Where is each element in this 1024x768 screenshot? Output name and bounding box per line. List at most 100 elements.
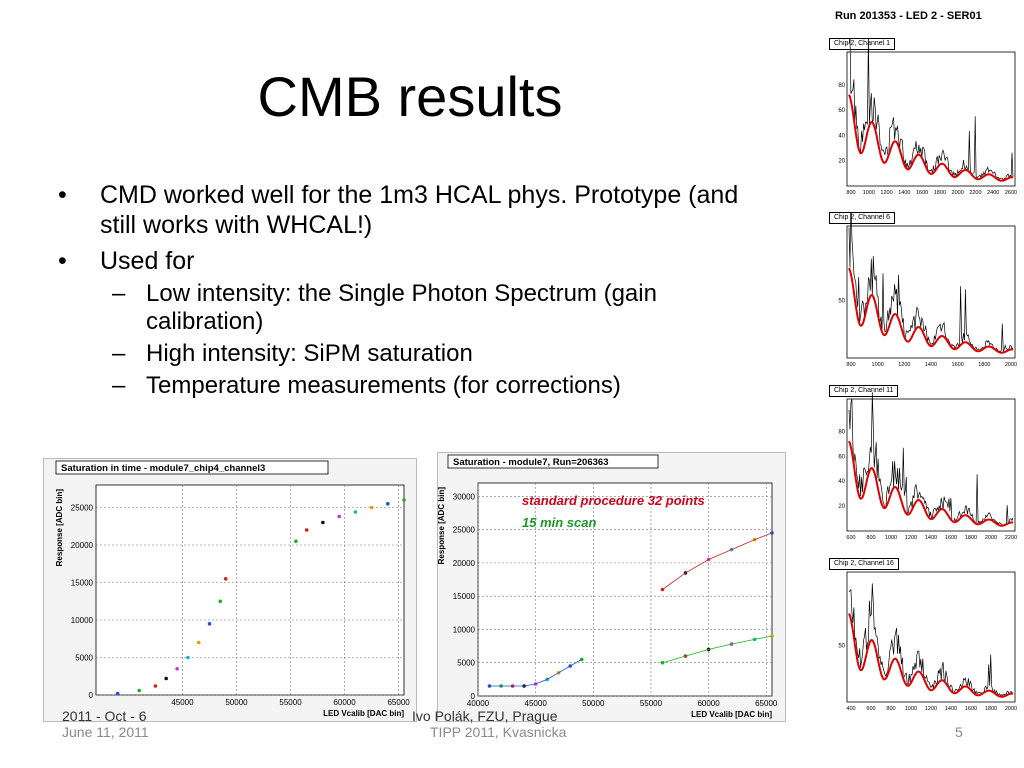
- spectrum-ytick-label: 20: [838, 504, 845, 510]
- spectrum-xtick-label: 1600: [965, 706, 977, 712]
- data-point: [369, 505, 374, 510]
- data-point: [207, 622, 212, 626]
- bullet-marker: •: [58, 181, 67, 209]
- spectrum-data-line: [848, 583, 1014, 697]
- footer-occluded-left: 2011 - Oct - 6: [62, 708, 147, 724]
- y-axis-label: Response [ADC bin]: [438, 487, 446, 565]
- series-line: [489, 659, 582, 687]
- sub-bullet-marker: –: [112, 340, 126, 367]
- x-tick-label: 50000: [225, 698, 248, 707]
- sub-bullet-item: – Low intensity: the Single Photon Spectr…: [100, 280, 778, 336]
- run-title: Run 201353 - LED 2 - SER01: [835, 10, 982, 22]
- x-tick-label: 55000: [640, 699, 663, 708]
- spectrum-frame: [846, 398, 1016, 532]
- spectrum-xtick-label: 600: [846, 535, 855, 541]
- chart-title-box: [55, 460, 329, 475]
- bullet-item: • Used for – Low intensity: the Single Ph…: [58, 246, 778, 400]
- spectrum-xtick-label: 1000: [863, 190, 875, 196]
- spectrum-xtick-label: 2000: [985, 535, 997, 541]
- spectrum-panel-label: Chip 2, Channel 16: [829, 558, 899, 570]
- spectrum-fit-line: [848, 440, 1014, 527]
- footer-page-number: 5: [955, 724, 963, 740]
- spectrum-xtick-label: 1200: [880, 190, 892, 196]
- spectrum-data-line: [848, 212, 1014, 353]
- spectrum-frame: [846, 571, 1016, 703]
- spectrum-xtick-label: 2000: [1005, 362, 1017, 368]
- y-tick-label: 25000: [453, 526, 476, 535]
- y-tick-label: 0: [471, 692, 476, 701]
- spectrum-xtick-label: 800: [866, 535, 875, 541]
- bullet-marker: •: [58, 247, 67, 275]
- y-tick-label: 10000: [71, 616, 94, 625]
- plot-area: [477, 482, 773, 697]
- sub-bullet-marker: –: [112, 372, 126, 399]
- data-point: [196, 640, 201, 645]
- chart-title: Saturation - module7, Run=206363: [453, 457, 608, 468]
- spectrum-xtick-label: 2200: [1005, 535, 1017, 541]
- data-point: [770, 531, 774, 535]
- data-point: [402, 498, 406, 502]
- spectrum-xtick-label: 1400: [945, 706, 957, 712]
- chart-annotation: standard procedure 32 points: [522, 493, 705, 508]
- spectrum-ytick-label: 80: [838, 429, 845, 435]
- y-tick-label: 10000: [453, 625, 476, 634]
- spectrum-xtick-label: 1600: [945, 535, 957, 541]
- spectrum-svg: 20 40 60 80 600 800 1000 1200 1400 1600 1800 2000 22…: [838, 392, 1017, 541]
- sub-bullet-text: High intensity: SiPM saturation: [146, 340, 473, 367]
- spectrum-fit-line: [848, 267, 1014, 354]
- bullet-text: CMD worked well for the 1m3 HCAL phys. P…: [100, 181, 739, 239]
- x-tick-label: 55000: [279, 698, 302, 707]
- y-tick-label: 15000: [453, 592, 476, 601]
- x-axis-label: LED Vcalib [DAC bin]: [323, 709, 404, 718]
- x-tick-label: 50000: [582, 699, 605, 708]
- bullet-item: • CMD worked well for the 1m3 HCAL phys.…: [58, 180, 778, 240]
- spectrum-data-line: [848, 38, 1014, 181]
- spectrum-xtick-label: 1800: [978, 362, 990, 368]
- spectrum-svg: 50 400 600 800 1000 1200 1400 1600 1800 2000: [838, 571, 1017, 712]
- x-tick-label: 45000: [171, 698, 194, 707]
- chart-annotation: 15 min scan: [522, 515, 596, 530]
- footer-occluded-center: Ivo Polák, FZU, Prague: [412, 708, 558, 724]
- spectrum-xtick-label: 1400: [925, 535, 937, 541]
- spectrum-frame: [846, 51, 1016, 187]
- spectra-column: Run 201353 - LED 2 - SER01 Chip 2, Chann…: [815, 0, 1024, 720]
- data-point: [164, 676, 168, 681]
- spectrum-xtick-label: 2200: [969, 190, 981, 196]
- data-point: [353, 510, 358, 514]
- spectrum-panel-label: Chip 2, Channel 11: [829, 385, 899, 397]
- spectrum-xtick-label: 1200: [905, 535, 917, 541]
- data-point: [137, 688, 141, 693]
- spectrum-xtick-label: 1600: [952, 362, 964, 368]
- spectrum-ytick-label: 40: [838, 133, 845, 139]
- x-tick-label: 60000: [333, 698, 356, 707]
- plot-area: [95, 484, 405, 696]
- spectrum-xtick-label: 1400: [925, 362, 937, 368]
- spectrum-xtick-label: 1000: [885, 535, 897, 541]
- x-tick-label: 40000: [467, 699, 490, 708]
- data-point: [321, 520, 325, 525]
- y-tick-label: 20000: [453, 559, 476, 568]
- chart-saturation-run: Saturation - module7, Run=206363 40000 450…: [437, 452, 786, 722]
- y-tick-label: 20000: [71, 541, 94, 550]
- spectrum-xtick-label: 2000: [952, 190, 964, 196]
- series-line: [662, 532, 773, 590]
- bullet-list: • CMD worked well for the 1m3 HCAL phys.…: [58, 180, 778, 406]
- series-line: [662, 635, 773, 664]
- spectrum-xtick-label: 600: [866, 706, 875, 712]
- chart-1-svg: Saturation - module7, Run=206363 40000 450…: [437, 454, 778, 719]
- spectrum-xtick-label: 1600: [916, 190, 928, 196]
- spectrum-panel-label: Chip 2, Channel 6: [829, 212, 896, 224]
- data-point: [115, 691, 120, 696]
- chart-title: Saturation in time - module7_chip4_chann…: [61, 463, 265, 474]
- spectrum-ytick-label: 60: [838, 108, 845, 114]
- sub-bullet-text: Temperature measurements (for correction…: [146, 372, 621, 399]
- y-tick-label: 30000: [453, 492, 476, 501]
- spectrum-ytick-label: 20: [838, 159, 845, 165]
- spectrum-panel: Chip 2, Channel 6 50 800 1000 1200 1400 1600 18…: [825, 212, 1021, 372]
- spectrum-xtick-label: 1800: [934, 190, 946, 196]
- spectrum-xtick-label: 1000: [905, 706, 917, 712]
- spectrum-data-line: [848, 392, 1014, 527]
- spectrum-xtick-label: 1200: [925, 706, 937, 712]
- spectrum-ytick-label: 80: [838, 83, 845, 89]
- data-point: [186, 655, 190, 660]
